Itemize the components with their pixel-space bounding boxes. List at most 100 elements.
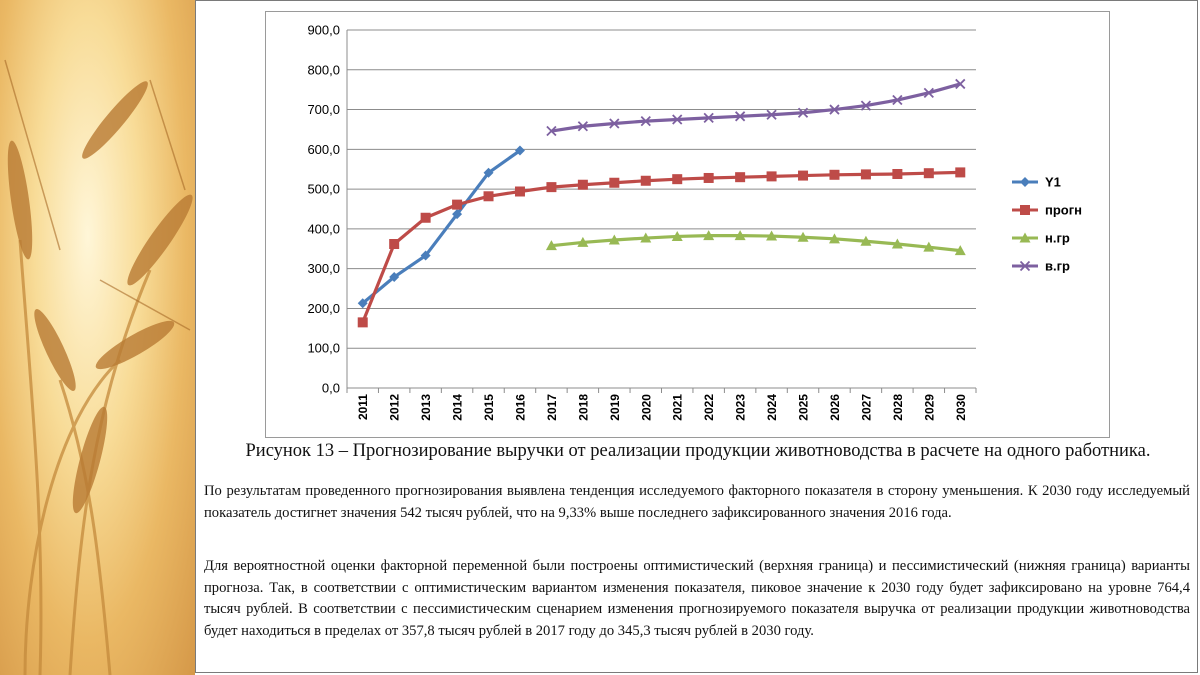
data-point bbox=[357, 298, 368, 309]
x-tick-label: 2027 bbox=[859, 394, 873, 421]
data-point bbox=[703, 230, 715, 241]
data-point bbox=[923, 87, 934, 98]
series-line-3 bbox=[551, 234, 961, 253]
data-point bbox=[483, 167, 494, 178]
data-point bbox=[577, 179, 588, 190]
data-point bbox=[797, 107, 809, 118]
data-point bbox=[640, 115, 651, 127]
legend-label: н.гр bbox=[1045, 231, 1070, 246]
data-point bbox=[640, 175, 651, 186]
data-point bbox=[389, 272, 400, 283]
data-point bbox=[452, 199, 463, 210]
y-tick-label: 500,0 bbox=[307, 182, 340, 197]
data-point bbox=[734, 230, 746, 241]
y-tick-label: 800,0 bbox=[307, 62, 340, 77]
paragraph-1: По результатам проведенного прогнозирова… bbox=[204, 483, 1190, 521]
data-point bbox=[420, 212, 431, 223]
data-point bbox=[420, 250, 431, 261]
data-point bbox=[797, 231, 809, 242]
data-point bbox=[671, 230, 683, 241]
data-point bbox=[609, 177, 620, 188]
data-point bbox=[860, 235, 872, 246]
x-tick-label: 2023 bbox=[734, 394, 748, 421]
x-tick-label: 2017 bbox=[545, 394, 559, 421]
data-point bbox=[734, 111, 746, 122]
data-point bbox=[766, 109, 777, 120]
wheat-ears-icon bbox=[4, 59, 193, 675]
y-tick-label: 0,0 bbox=[322, 381, 340, 396]
data-point bbox=[954, 245, 966, 256]
data-point bbox=[672, 174, 683, 185]
data-point bbox=[514, 145, 525, 156]
x-tick-label: 2025 bbox=[797, 394, 811, 421]
legend-label: прогн bbox=[1045, 203, 1082, 218]
y-tick-label: 600,0 bbox=[307, 142, 340, 157]
legend-marker bbox=[1020, 205, 1030, 215]
data-point bbox=[514, 186, 525, 197]
series-line-1 bbox=[361, 149, 521, 305]
data-point bbox=[640, 232, 652, 243]
x-tick-label: 2020 bbox=[639, 394, 653, 421]
data-point bbox=[672, 114, 683, 125]
legend-marker bbox=[1020, 177, 1030, 187]
x-tick-label: 2029 bbox=[922, 394, 936, 421]
data-point bbox=[923, 241, 935, 252]
legend-label: в.гр bbox=[1045, 259, 1070, 274]
legend-marker bbox=[1019, 260, 1031, 272]
data-point bbox=[892, 168, 903, 179]
x-tick-label: 2024 bbox=[765, 394, 779, 421]
data-point bbox=[357, 317, 368, 328]
data-point bbox=[955, 78, 966, 90]
data-point bbox=[766, 230, 778, 241]
x-tick-label: 2018 bbox=[576, 394, 590, 421]
x-tick-label: 2030 bbox=[954, 394, 968, 421]
x-tick-label: 2013 bbox=[419, 394, 433, 421]
paragraph-2: Для вероятностной оценки факторной перем… bbox=[204, 558, 1190, 639]
data-point bbox=[860, 100, 872, 111]
data-point bbox=[798, 170, 809, 181]
x-tick-label: 2012 bbox=[388, 394, 402, 421]
x-tick-label: 2022 bbox=[702, 394, 716, 421]
data-point bbox=[608, 234, 620, 245]
x-tick-label: 2011 bbox=[356, 394, 370, 420]
data-point bbox=[545, 240, 557, 251]
data-point bbox=[546, 182, 557, 193]
x-tick-label: 2014 bbox=[451, 394, 465, 421]
x-tick-label: 2026 bbox=[828, 394, 842, 421]
chart-area: 0,0 100,0 200,0 300,0 400,0 500,0 600,0 700,0 80… bbox=[265, 11, 1110, 438]
series-line-2 bbox=[361, 170, 961, 323]
y-tick-label: 900,0 bbox=[307, 23, 340, 38]
x-tick-label: 2019 bbox=[608, 394, 622, 421]
data-point bbox=[609, 118, 620, 129]
data-point bbox=[735, 172, 746, 183]
data-point bbox=[891, 238, 903, 249]
y-tick-label: 300,0 bbox=[307, 261, 340, 276]
revenue-forecast-chart: 0,0 100,0 200,0 300,0 400,0 500,0 600,0 700,0 80… bbox=[307, 23, 1082, 421]
x-tick-label: 2021 bbox=[671, 394, 685, 421]
data-point bbox=[389, 239, 400, 250]
data-point bbox=[703, 112, 714, 124]
data-point bbox=[452, 209, 463, 220]
data-point bbox=[860, 169, 871, 180]
series-line-4 bbox=[551, 82, 961, 133]
y-tick-label: 200,0 bbox=[307, 301, 340, 316]
x-tick-label: 2028 bbox=[891, 394, 905, 421]
data-point bbox=[828, 233, 840, 244]
data-point bbox=[483, 191, 494, 202]
data-point bbox=[546, 125, 557, 137]
y-tick-label: 400,0 bbox=[307, 221, 340, 236]
y-tick-label: 700,0 bbox=[307, 102, 340, 117]
figure-caption: Рисунок 13 – Прогнозирование выручки от … bbox=[245, 441, 1151, 461]
data-point bbox=[892, 94, 903, 106]
data-point bbox=[955, 167, 966, 178]
legend-label: Y1 bbox=[1045, 175, 1061, 190]
x-tick-label: 2015 bbox=[482, 394, 496, 421]
data-point bbox=[766, 171, 777, 182]
data-point bbox=[577, 236, 589, 247]
data-point bbox=[703, 172, 714, 183]
data-point bbox=[829, 169, 840, 180]
legend-marker bbox=[1019, 232, 1031, 243]
data-point bbox=[923, 168, 934, 179]
y-tick-label: 100,0 bbox=[307, 341, 340, 356]
x-tick-label: 2016 bbox=[513, 394, 527, 421]
